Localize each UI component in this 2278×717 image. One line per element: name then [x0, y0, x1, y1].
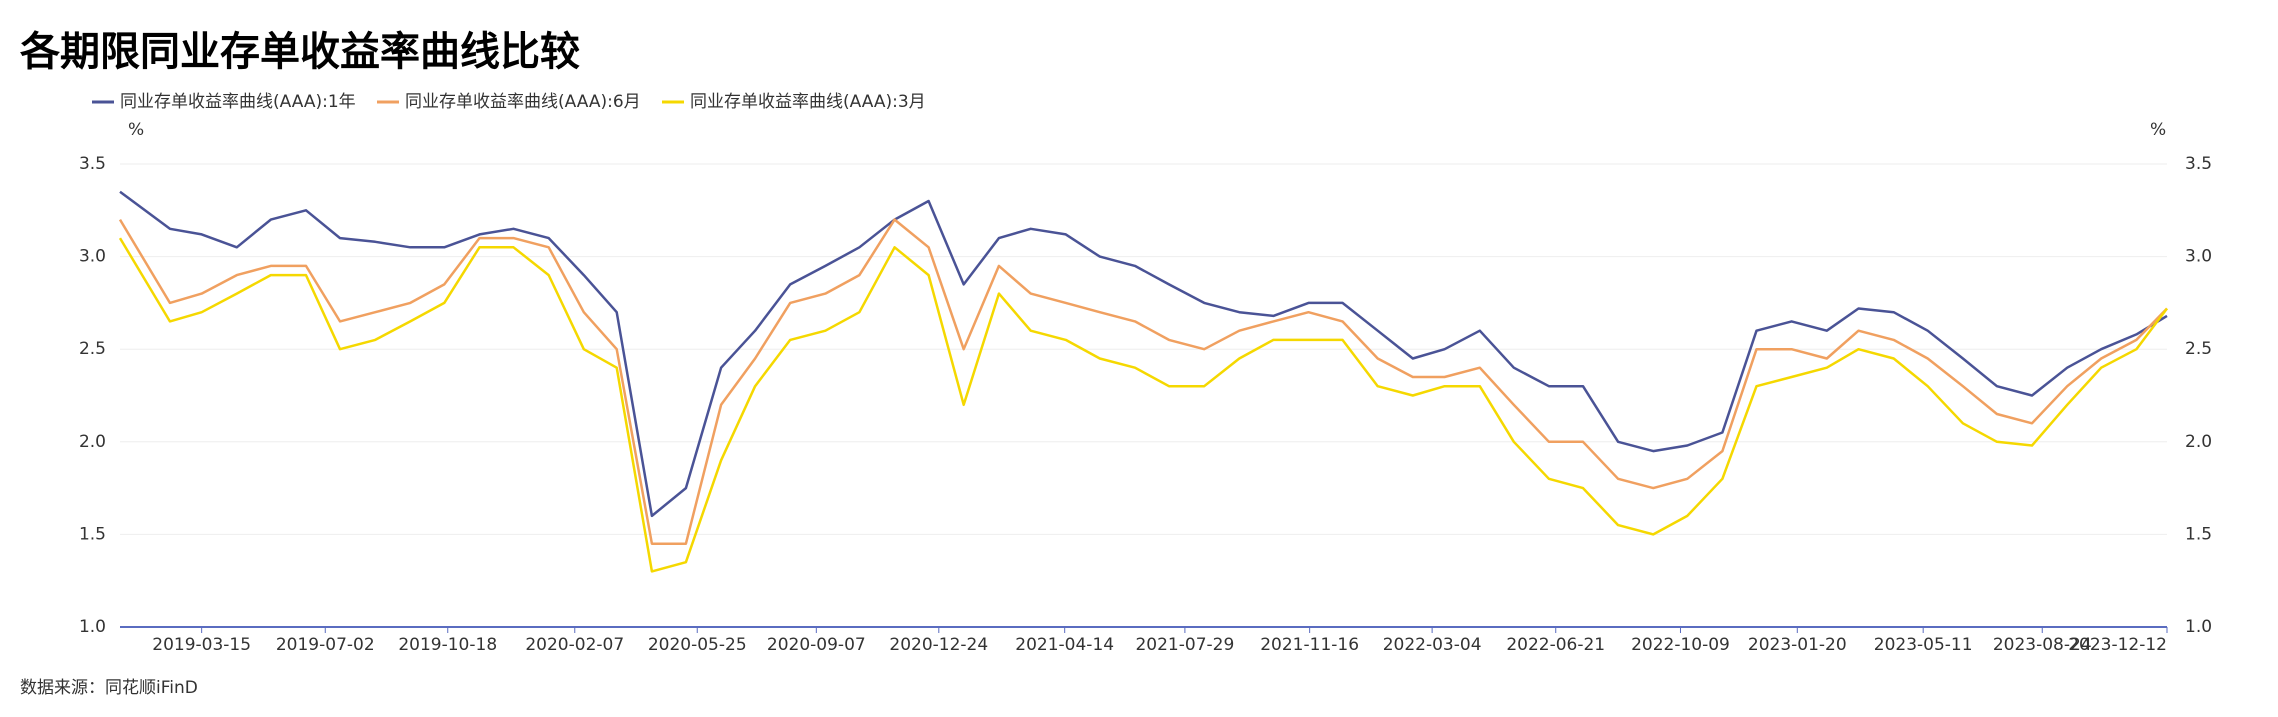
y2-tick-label: 3.0 [2185, 247, 2212, 267]
x-tick-label: 2022-03-04 [1383, 635, 1482, 655]
x-tick-label: 2020-09-07 [767, 635, 866, 655]
x-tick-label: 2021-04-14 [1015, 635, 1114, 655]
source: 数据来源：同花顺iFinD [20, 678, 198, 698]
chart-title: 各期限同业存单收益率曲线比较 [20, 29, 580, 75]
x-tick-label: 2021-07-29 [1135, 635, 1234, 655]
y-tick-label: 3.5 [79, 154, 106, 174]
x-tick-label: 2020-02-07 [525, 635, 624, 655]
y2-unit: % [2150, 120, 2166, 140]
x-tick-label: 2020-12-24 [889, 635, 988, 655]
y-tick-label: 1.0 [79, 617, 106, 637]
y2-tick-label: 2.5 [2185, 339, 2212, 359]
x-tick-label: 2023-01-20 [1748, 635, 1847, 655]
y2-tick-label: 2.0 [2185, 432, 2212, 452]
y-tick-label: 2.5 [79, 339, 106, 359]
x-tick-label: 2022-10-09 [1631, 635, 1730, 655]
y2-tick-label: 1.5 [2185, 524, 2212, 544]
x-tick-label: 2019-10-18 [398, 635, 497, 655]
x-tick-label: 2019-03-15 [152, 635, 251, 655]
legend-label: 同业存单收益率曲线(AAA):3月 [690, 92, 926, 112]
legend-label: 同业存单收益率曲线(AAA):6月 [405, 92, 641, 112]
series-line [118, 237, 2168, 573]
y-tick-label: 3.0 [79, 247, 106, 267]
x-tick-label: 2023-08-24 [1993, 635, 2092, 655]
y-tick-label: 2.0 [79, 432, 106, 452]
x-tick-label: 2019-07-02 [276, 635, 375, 655]
y-unit: % [128, 120, 144, 140]
y2-tick-label: 1.0 [2185, 617, 2212, 637]
x-tick-label: 2023-12-12 [2068, 635, 2167, 655]
x-tick-label: 2023-05-11 [1874, 635, 1973, 655]
series-line [119, 190, 2168, 518]
y-tick-label: 1.5 [79, 524, 106, 544]
y2-tick-label: 3.5 [2185, 154, 2212, 174]
x-tick-label: 2020-05-25 [648, 635, 747, 655]
x-tick-label: 2022-06-21 [1506, 635, 1605, 655]
series-line [118, 218, 2168, 545]
x-tick-label: 2021-11-16 [1260, 635, 1359, 655]
legend-label: 同业存单收益率曲线(AAA):1年 [120, 92, 356, 112]
